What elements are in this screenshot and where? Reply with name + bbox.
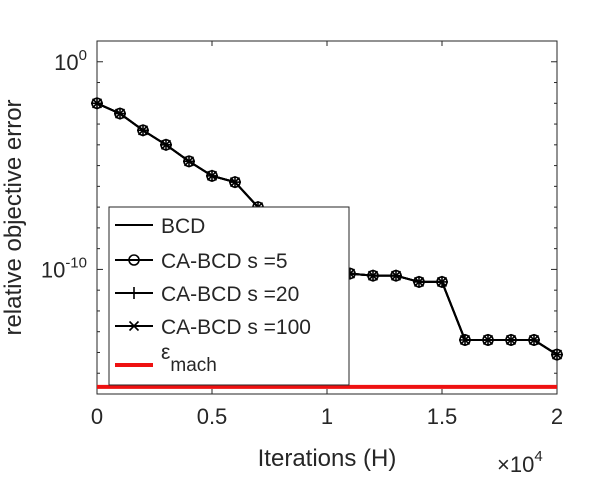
legend-label-epsilon-symbol: ε [161, 341, 170, 364]
data-point-s3-15 [436, 276, 448, 287]
legend-label-epsilon: εmach [161, 341, 217, 376]
y-axis-title: relative objective error [0, 99, 27, 335]
legend-label: BCD [161, 215, 205, 238]
x-axis-title: Iterations (H) [258, 445, 397, 472]
x-tick-label: 0.5 [197, 404, 228, 429]
x-marker-b [137, 125, 149, 136]
x-axis-multiplier: ×104 [497, 448, 543, 477]
axis-title-layer: Iterations (H) relative objective error ×1… [0, 99, 543, 477]
x-marker-b [229, 177, 241, 188]
x-marker-b [459, 334, 471, 346]
x-marker-b [413, 276, 425, 287]
y-tick-label-base: 10 [41, 257, 65, 282]
data-point-s3-3 [160, 139, 172, 150]
data-point-s3-5 [206, 170, 218, 181]
data-point-s3-4 [183, 156, 195, 167]
x-marker-b [482, 334, 494, 346]
legend-swatch-marker [128, 254, 140, 266]
x-marker-b [206, 170, 218, 181]
legend-swatch-marker [128, 287, 140, 299]
data-point-s3-19 [528, 334, 540, 346]
x-marker-b [528, 334, 540, 346]
data-point-s3-14 [413, 276, 425, 287]
legend-label: CA-BCD s =20 [161, 283, 299, 306]
x-marker-b [183, 156, 195, 167]
x-marker-b [114, 108, 126, 119]
legend-label: CA-BCD s =5 [161, 250, 288, 273]
x-axis-multiplier-base: ×10 [497, 452, 534, 477]
circle-marker [128, 254, 140, 266]
x-marker-b [551, 349, 563, 360]
data-point-s3-18 [505, 334, 517, 346]
x-tick-label: 1 [321, 404, 333, 429]
x-marker-b [390, 270, 402, 281]
x-marker-b [160, 139, 172, 150]
x-marker-b [505, 334, 517, 346]
legend-swatch-marker [128, 320, 140, 332]
x-tick-label: 0 [91, 404, 103, 429]
x-tick-label: 1.5 [427, 404, 458, 429]
legend: BCD CA-BCD s =5 CA-BCD s =20 CA-BCD s =100ε… [108, 206, 350, 386]
legend-label: CA-BCD s =100 [161, 316, 311, 339]
data-point-s3-0 [91, 98, 103, 109]
data-point-s3-20 [551, 349, 563, 360]
x-axis-multiplier-exponent: 4 [534, 448, 542, 465]
data-point-s3-2 [137, 125, 149, 136]
legend-label-epsilon-sub: mach [170, 355, 216, 376]
y-tick-label-exponent: 0 [79, 47, 87, 64]
x-marker-b [91, 98, 103, 109]
x-marker-b [128, 320, 140, 332]
y-tick-label-base: 10 [54, 50, 78, 75]
y-tick-label: 10-10 [41, 254, 87, 282]
x-tick-label: 2 [551, 404, 563, 429]
data-point-s3-13 [390, 270, 402, 281]
y-tick-label: 100 [54, 47, 87, 75]
data-point-s3-12 [367, 270, 379, 281]
data-point-s3-1 [114, 108, 126, 119]
legend-box [108, 206, 350, 386]
data-point-s3-6 [229, 177, 241, 188]
x-marker-b [367, 270, 379, 281]
data-point-s3-16 [459, 334, 471, 346]
x-marker-b [436, 276, 448, 287]
data-point-s3-17 [482, 334, 494, 346]
y-tick-label-exponent: -10 [65, 254, 87, 271]
